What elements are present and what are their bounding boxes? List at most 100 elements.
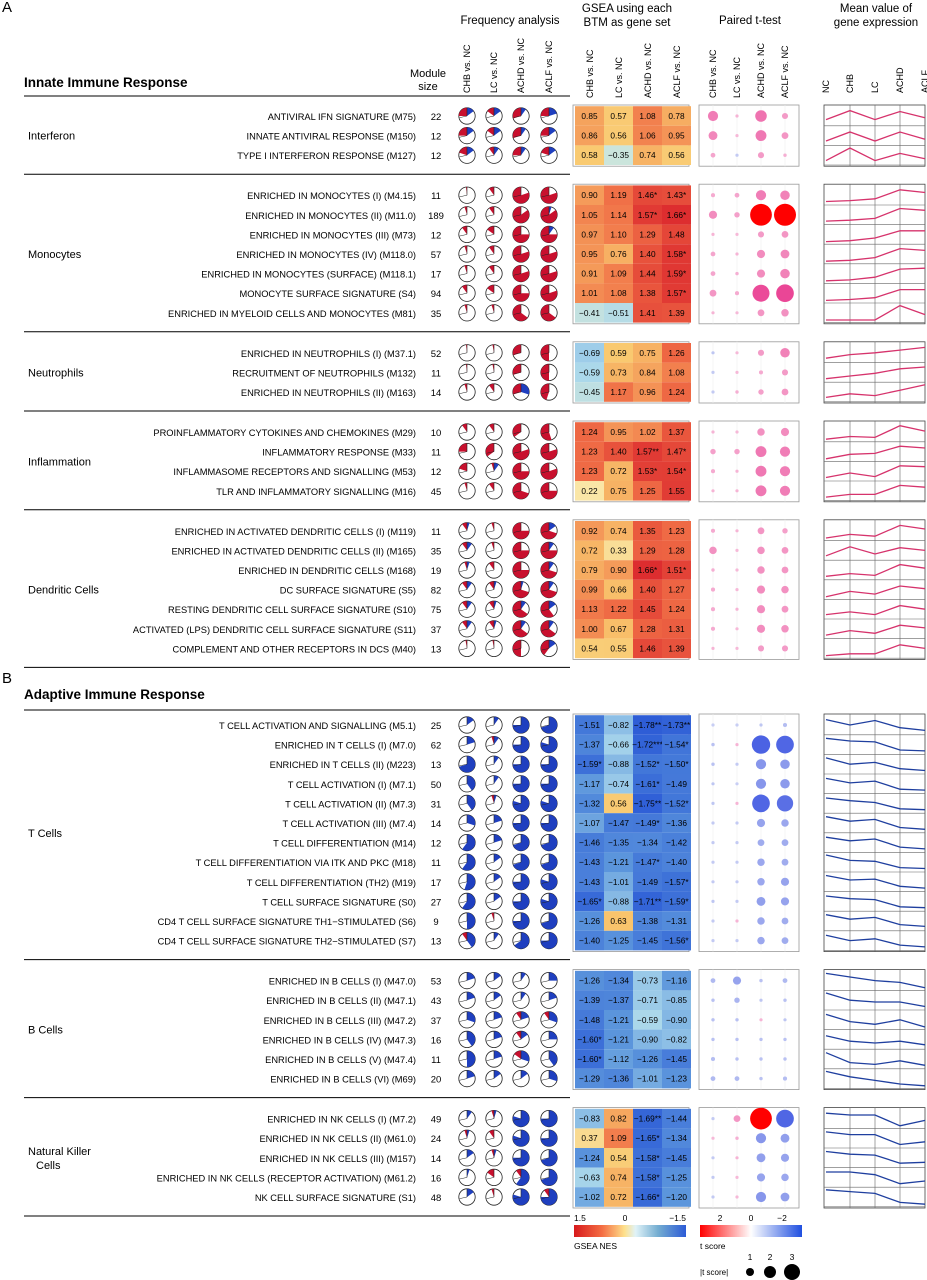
ttest-dot [779, 466, 791, 477]
ttest-dot [781, 388, 789, 396]
nes-cell [633, 441, 662, 462]
nes-cell [633, 1068, 662, 1089]
nes-cell [662, 1049, 691, 1069]
pie-slice-down [467, 601, 472, 610]
ttest-dot [780, 268, 790, 279]
nes-cell [662, 382, 691, 402]
pie-slice-up [462, 226, 467, 235]
pie-tick [513, 154, 522, 158]
nes-value: 1.53* [638, 466, 658, 476]
nes-cell [662, 185, 691, 205]
mean-header-line-1: Mean value of [840, 3, 913, 15]
nes-cell [604, 774, 633, 794]
module-label: ENRICHED IN MONOCYTES (I) (M4.15) [247, 191, 416, 201]
nes-cell [662, 599, 691, 619]
ttest-dot [774, 203, 796, 226]
ttest-block-frame [698, 519, 800, 660]
pie-tick [459, 1177, 468, 1180]
ttest-dot [735, 1175, 739, 1179]
ttest-dot [711, 646, 715, 651]
module-label: T CELL ACTIVATION (III) (M7.4) [283, 819, 416, 829]
nes-value: 1.35 [639, 526, 656, 536]
module-label: NK CELL SURFACE SIGNATURE (S1) [255, 1193, 416, 1203]
nes-cell [604, 481, 633, 501]
nes-cell [604, 244, 633, 264]
nes-value: −0.82 [666, 1034, 687, 1044]
nes-cell [662, 1108, 691, 1129]
pie-slice-up [491, 542, 494, 551]
ttest-dot [735, 271, 739, 276]
ttest-dot [735, 588, 739, 592]
module-size: 53 [431, 977, 442, 988]
nes-value: −1.40 [579, 936, 600, 946]
pie-tick [513, 569, 522, 572]
module-label: ENRICHED IN B CELLS (IV) (M47.3) [263, 1035, 416, 1045]
pie-tick [541, 391, 550, 394]
nes-value: 1.57* [667, 288, 687, 298]
nes-cell [604, 1029, 633, 1050]
mean-expression-line [825, 895, 926, 909]
mean-expression-line [825, 934, 926, 948]
ttest-dot [735, 1136, 739, 1140]
ttest-dot [783, 1037, 787, 1042]
nes-cell [633, 793, 662, 814]
pie-slice-down [549, 561, 554, 570]
pie-slice-up [540, 640, 549, 656]
ttest-dot [735, 939, 739, 943]
ttest-dot [758, 370, 764, 375]
ttest-dot [735, 548, 739, 553]
nes-value: −1.59* [664, 896, 689, 906]
ttest-dot [759, 1057, 763, 1061]
ttest-dot [757, 309, 765, 317]
ttest-dot [710, 469, 716, 474]
pie-tick [459, 154, 468, 158]
pie-tick [486, 273, 495, 276]
frequency-header-line: Frequency analysis [460, 15, 559, 27]
nes-cell [633, 832, 662, 853]
ttest-dot [711, 1018, 715, 1022]
module-size-header-line-1: Module [410, 68, 446, 80]
nes-cell [575, 145, 604, 165]
nes-value: −1.59* [577, 759, 602, 769]
ttest-dot [755, 1191, 767, 1203]
ttest-dot [711, 939, 715, 943]
nes-value: 0.37 [581, 1133, 598, 1143]
pie-slice-down [494, 601, 497, 610]
pie-slice-down [467, 912, 476, 930]
t-tick-pos: 2 [718, 1213, 723, 1223]
nes-cell [633, 1128, 662, 1148]
mean-expression-line [825, 1013, 926, 1028]
pie-tick [486, 391, 495, 394]
pie-tick [486, 1058, 495, 1061]
pie-slice-down [494, 854, 501, 863]
nes-cell [633, 970, 662, 991]
module-size: 11 [431, 191, 441, 202]
nes-cell [575, 1187, 604, 1207]
nes-value: 1.01 [581, 288, 598, 298]
nes-value: −1.49* [635, 818, 660, 828]
nes-cell [575, 224, 604, 245]
nes-value: −1.45 [666, 1153, 687, 1163]
ttest-dot [734, 192, 740, 198]
pie-slice-down [494, 756, 499, 765]
nes-value: −1.36 [608, 1074, 629, 1084]
nes-value: −1.37 [608, 995, 629, 1005]
gsea-col-header: ACHD vs. NC [643, 42, 653, 98]
pie-slice-up [462, 581, 467, 590]
ttest-dot [735, 841, 739, 845]
nes-value: −1.21 [608, 1015, 629, 1025]
nes-value: −0.51 [608, 308, 629, 318]
nes-value: −0.83 [579, 1114, 600, 1124]
nes-value: −0.82 [608, 720, 629, 730]
nes-cell [662, 891, 691, 912]
pie-slice-up [516, 1169, 521, 1178]
pie-tick [541, 861, 550, 865]
mean-expression-line [825, 757, 926, 772]
pie-slice-down [467, 561, 470, 570]
pie-tick [541, 115, 550, 118]
nes-colorbar [574, 1225, 686, 1237]
nes-cell [633, 1108, 662, 1129]
ttest-dot [750, 203, 772, 226]
nes-cell [575, 263, 604, 284]
